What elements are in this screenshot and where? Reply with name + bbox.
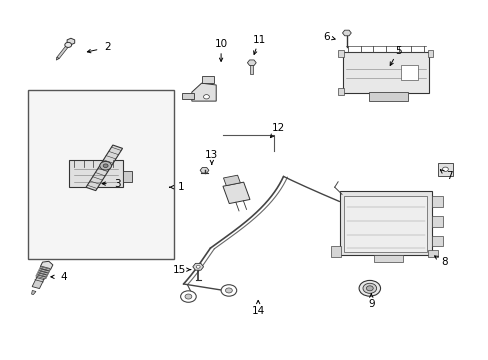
- Text: 15: 15: [172, 265, 185, 275]
- Bar: [373, 255, 402, 262]
- Bar: [339, 191, 431, 255]
- Text: 8: 8: [440, 257, 447, 267]
- Polygon shape: [38, 271, 48, 275]
- Circle shape: [225, 288, 232, 293]
- Polygon shape: [200, 167, 208, 173]
- Bar: [330, 246, 340, 257]
- Circle shape: [366, 286, 372, 291]
- Text: 14: 14: [251, 306, 264, 316]
- Bar: [437, 163, 452, 176]
- Bar: [344, 196, 427, 252]
- Circle shape: [221, 285, 236, 296]
- Circle shape: [196, 265, 200, 268]
- Bar: [368, 92, 407, 101]
- Polygon shape: [40, 267, 50, 271]
- FancyBboxPatch shape: [201, 76, 213, 83]
- Text: 11: 11: [252, 35, 265, 45]
- Circle shape: [358, 280, 380, 296]
- Circle shape: [362, 283, 376, 293]
- Polygon shape: [192, 264, 203, 270]
- Bar: [338, 87, 344, 95]
- Text: 3: 3: [114, 179, 121, 189]
- Circle shape: [103, 164, 108, 167]
- Text: 12: 12: [271, 123, 285, 133]
- Bar: [427, 250, 437, 257]
- Bar: [431, 235, 442, 246]
- Circle shape: [65, 42, 72, 48]
- Circle shape: [180, 291, 196, 302]
- Text: 4: 4: [61, 272, 67, 282]
- Bar: [400, 65, 417, 80]
- Bar: [27, 90, 173, 259]
- Circle shape: [100, 161, 111, 170]
- Polygon shape: [32, 267, 48, 289]
- Polygon shape: [41, 261, 53, 270]
- Polygon shape: [223, 182, 249, 203]
- Bar: [122, 171, 132, 182]
- Text: 7: 7: [445, 171, 452, 181]
- Bar: [427, 50, 432, 57]
- Circle shape: [184, 294, 191, 299]
- Polygon shape: [36, 275, 46, 279]
- Bar: [182, 93, 194, 99]
- Circle shape: [203, 95, 209, 99]
- Polygon shape: [39, 269, 49, 273]
- Bar: [338, 50, 344, 57]
- Text: 10: 10: [214, 40, 227, 49]
- Bar: [431, 216, 442, 226]
- FancyBboxPatch shape: [69, 160, 122, 187]
- Text: 6: 6: [323, 32, 329, 41]
- Polygon shape: [86, 145, 122, 191]
- Polygon shape: [32, 291, 36, 294]
- Polygon shape: [67, 38, 75, 45]
- Text: 5: 5: [394, 46, 401, 56]
- Text: 1: 1: [178, 182, 184, 192]
- Polygon shape: [191, 83, 216, 101]
- Polygon shape: [342, 30, 350, 36]
- Circle shape: [442, 167, 447, 171]
- Polygon shape: [57, 44, 69, 58]
- Text: 13: 13: [205, 150, 218, 160]
- Bar: [250, 63, 253, 74]
- Polygon shape: [37, 273, 47, 277]
- Polygon shape: [223, 175, 240, 186]
- Bar: [431, 196, 442, 207]
- Bar: [343, 52, 427, 93]
- Text: 9: 9: [367, 299, 374, 309]
- Polygon shape: [247, 60, 256, 66]
- Text: 2: 2: [104, 42, 111, 52]
- Polygon shape: [56, 57, 59, 60]
